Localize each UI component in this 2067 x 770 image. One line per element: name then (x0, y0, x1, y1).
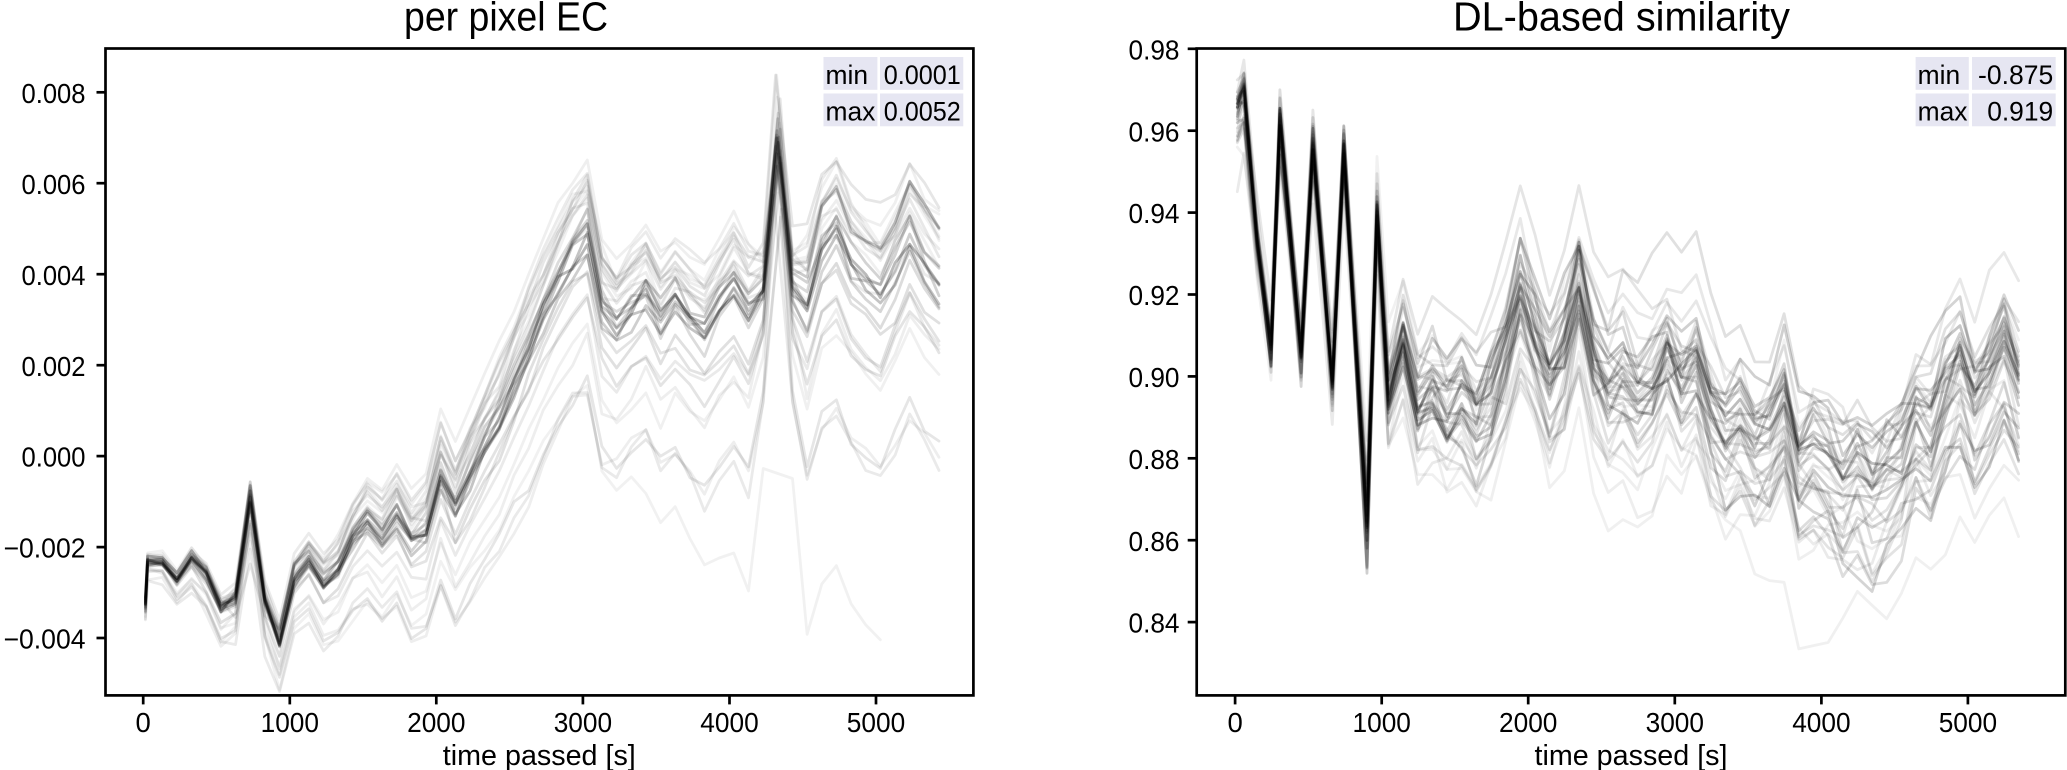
svg-text:0.90: 0.90 (1129, 362, 1180, 393)
svg-text:time passed [s]: time passed [s] (443, 739, 636, 770)
svg-text:0.84: 0.84 (1129, 608, 1180, 639)
svg-text:0.98: 0.98 (1129, 34, 1180, 65)
svg-text:0: 0 (1227, 707, 1242, 738)
svg-text:0.004: 0.004 (22, 260, 86, 291)
svg-text:min: min (1918, 60, 1961, 90)
svg-text:0.94: 0.94 (1129, 198, 1180, 229)
svg-text:4000: 4000 (700, 707, 758, 738)
svg-text:2000: 2000 (1499, 707, 1557, 738)
svg-text:−0.002: −0.002 (4, 533, 86, 564)
svg-text:DL-based similarity: DL-based similarity (1453, 0, 1790, 40)
svg-text:0.002: 0.002 (22, 351, 86, 382)
svg-text:5000: 5000 (847, 707, 905, 738)
svg-text:−0.004: −0.004 (4, 624, 86, 655)
svg-text:4000: 4000 (1792, 707, 1850, 738)
svg-text:0.919: 0.919 (1987, 96, 2053, 126)
svg-text:min: min (826, 60, 869, 90)
svg-text:0: 0 (136, 707, 151, 738)
svg-text:0.0001: 0.0001 (884, 60, 961, 90)
svg-text:max: max (826, 96, 876, 126)
svg-text:max: max (1918, 96, 1968, 126)
svg-text:0.86: 0.86 (1129, 526, 1180, 557)
svg-text:0.008: 0.008 (22, 78, 86, 109)
svg-text:0.92: 0.92 (1129, 280, 1180, 311)
svg-text:2000: 2000 (407, 707, 465, 738)
svg-text:3000: 3000 (554, 707, 612, 738)
svg-text:0.006: 0.006 (22, 169, 86, 200)
svg-text:0.000: 0.000 (22, 442, 86, 473)
svg-text:0.88: 0.88 (1129, 444, 1180, 475)
svg-text:1000: 1000 (1353, 707, 1411, 738)
svg-text:time passed [s]: time passed [s] (1535, 739, 1728, 770)
svg-text:0.0052: 0.0052 (884, 96, 961, 126)
svg-text:-0.875: -0.875 (1978, 60, 2053, 90)
svg-text:3000: 3000 (1646, 707, 1704, 738)
svg-text:5000: 5000 (1939, 707, 1997, 738)
svg-text:0.96: 0.96 (1129, 116, 1180, 147)
svg-text:1000: 1000 (261, 707, 319, 738)
svg-text:per pixel EC: per pixel EC (404, 0, 608, 40)
